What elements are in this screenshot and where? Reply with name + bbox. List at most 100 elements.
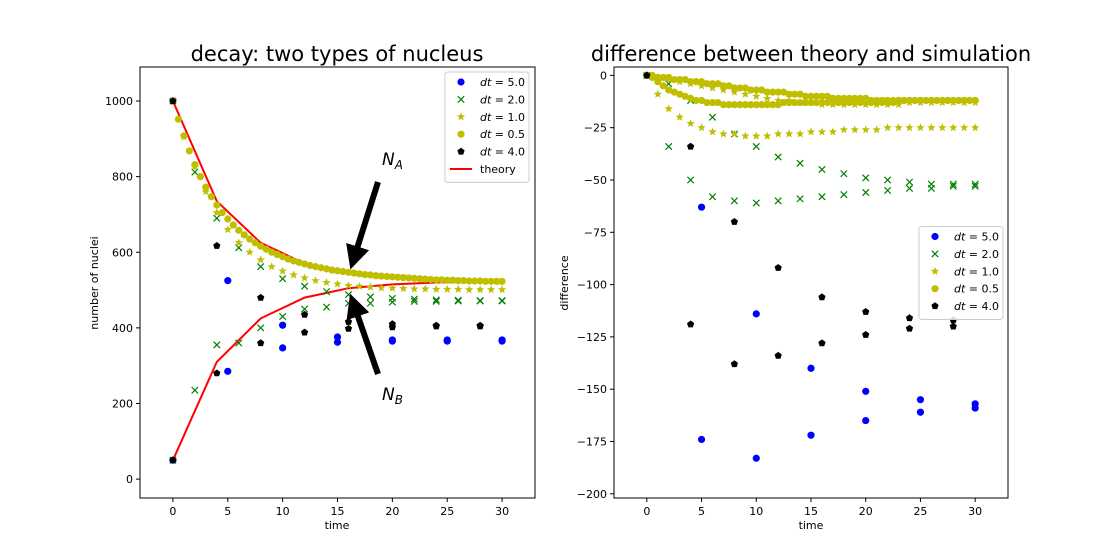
data-point: [872, 125, 881, 134]
data-point: [377, 272, 385, 280]
legend-label: dt = 1.0: [954, 265, 999, 278]
series-dt-2-0: [169, 97, 506, 464]
data-point: [464, 285, 474, 294]
data-point: [938, 96, 946, 105]
data-point: [322, 265, 331, 273]
data-point: [476, 322, 484, 330]
data-point: [730, 360, 738, 368]
data-point: [224, 367, 232, 375]
data-point: [752, 199, 760, 207]
data-point: [245, 247, 254, 256]
data-point: [900, 96, 908, 105]
data-point: [333, 338, 342, 346]
data-point: [344, 268, 353, 276]
data-point: [486, 285, 496, 294]
data-point: [279, 344, 287, 352]
data-point: [687, 78, 695, 86]
data-point: [443, 337, 451, 345]
data-points: [642, 70, 980, 462]
data-point: [807, 431, 815, 439]
data-point: [648, 73, 656, 82]
data-point: [889, 98, 897, 107]
legend-swatch: [457, 95, 465, 104]
data-point: [807, 92, 815, 100]
data-point: [687, 142, 695, 150]
x-tick-label: 10: [276, 505, 290, 518]
difference-chart: difference between theory and simulation…: [558, 42, 1031, 532]
data-point: [697, 78, 706, 86]
theory-line-lower: [171, 280, 481, 461]
data-point: [383, 272, 391, 281]
x-tick-label: 30: [968, 505, 982, 518]
data-point: [818, 165, 826, 174]
data-point: [471, 277, 479, 285]
data-point: [207, 193, 215, 201]
legend-swatch: [457, 147, 465, 155]
data-point: [736, 84, 744, 92]
data-point: [708, 80, 717, 88]
data-point: [235, 226, 243, 234]
data-point: [807, 364, 815, 372]
data-point: [774, 153, 782, 161]
data-point: [839, 125, 849, 134]
legend-label: dt = 0.5: [954, 283, 999, 296]
y-tick-label: 800: [112, 171, 133, 184]
x-tick-label: 0: [643, 505, 650, 518]
data-point: [377, 283, 386, 292]
data-point: [795, 129, 805, 138]
data-point: [834, 98, 842, 107]
data-point: [823, 92, 832, 100]
data-point: [300, 310, 309, 318]
data-point: [290, 257, 298, 265]
data-point: [806, 127, 816, 136]
data-point: [344, 299, 353, 307]
x-tick-label: 30: [495, 505, 509, 518]
data-point: [916, 96, 925, 105]
x-tick-label: 10: [749, 505, 763, 518]
data-point: [905, 178, 914, 186]
data-point: [818, 293, 826, 301]
data-point: [454, 297, 462, 305]
data-point: [894, 96, 903, 105]
data-point: [960, 96, 968, 105]
data-point: [970, 123, 980, 132]
data-point: [300, 305, 309, 313]
data-point: [812, 98, 821, 107]
data-point: [454, 284, 463, 293]
annotation-nb: NB: [382, 385, 403, 407]
data-point: [339, 267, 347, 276]
series-dt-0-5: [643, 71, 979, 109]
data-point: [927, 184, 936, 192]
data-point: [829, 98, 837, 107]
data-point: [427, 275, 435, 284]
data-point: [763, 131, 772, 140]
axis-ticks: 0 5 10 15 20 25 30 0 −25 −50 −75 −100 −125 −150 −175 −2…: [577, 69, 982, 518]
data-point: [949, 182, 957, 190]
data-point: [322, 287, 331, 296]
data-point: [905, 314, 914, 322]
data-point: [780, 98, 788, 107]
data-point: [719, 85, 728, 94]
data-point: [498, 337, 506, 345]
data-point: [262, 245, 270, 253]
data-point: [432, 276, 440, 284]
data-point: [692, 78, 700, 86]
x-tick-label: 15: [804, 505, 818, 518]
legend-swatch: [931, 285, 939, 293]
data-point: [344, 324, 353, 332]
data-point: [773, 129, 783, 138]
data-point: [399, 284, 408, 293]
data-point: [736, 101, 744, 109]
x-tick-label: 20: [385, 505, 399, 518]
data-point: [769, 101, 777, 109]
data-point: [807, 98, 815, 107]
data-point: [174, 115, 183, 123]
data-point: [845, 98, 853, 107]
data-point: [949, 123, 958, 132]
data-point: [257, 339, 265, 347]
data-point: [708, 193, 717, 201]
data-point: [213, 242, 221, 249]
data-point: [665, 142, 673, 151]
data-point: [763, 93, 772, 102]
data-point: [790, 90, 799, 98]
